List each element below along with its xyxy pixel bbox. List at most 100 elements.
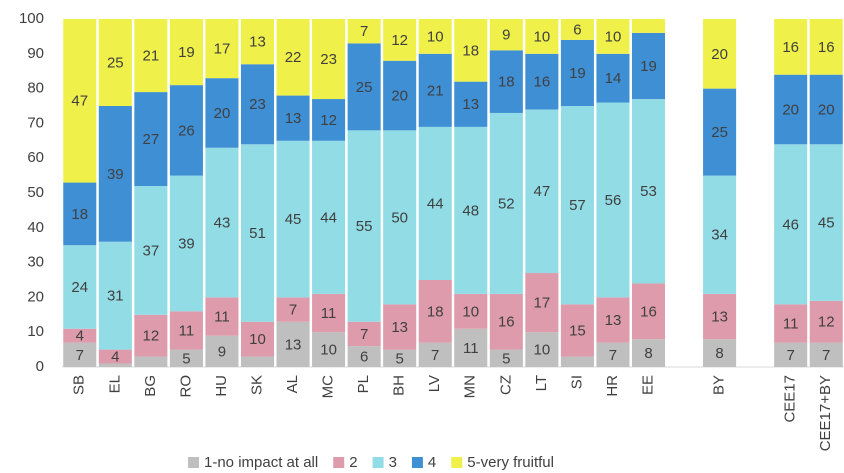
bar-segment bbox=[525, 53, 559, 110]
legend-label: 5-very fruitful bbox=[467, 454, 554, 471]
bar-segment bbox=[596, 102, 630, 298]
value-label: 19 bbox=[178, 44, 195, 61]
x-tick-label: SI bbox=[568, 375, 585, 389]
value-label: 18 bbox=[71, 206, 88, 223]
value-label: 11 bbox=[321, 305, 337, 322]
bar-segment bbox=[809, 74, 843, 145]
legend-label: 1-no impact at all bbox=[204, 454, 318, 471]
x-tick-label: SB bbox=[71, 375, 88, 395]
bar-segment bbox=[63, 245, 97, 329]
bar-segment bbox=[240, 64, 275, 145]
x-tick-label: LT bbox=[533, 375, 550, 391]
bar-segment bbox=[560, 19, 594, 40]
value-label: 21 bbox=[143, 48, 160, 65]
value-label: 53 bbox=[640, 183, 657, 200]
value-label: 17 bbox=[214, 41, 231, 58]
bar-segment bbox=[525, 19, 559, 54]
bar-segment bbox=[418, 126, 452, 280]
bar-segment bbox=[418, 53, 452, 127]
bar-segment bbox=[63, 182, 97, 246]
bar-segment bbox=[312, 19, 346, 100]
bar-segment bbox=[347, 346, 381, 367]
bar-segment bbox=[63, 19, 97, 183]
bar-segment bbox=[418, 342, 452, 367]
bar-segment bbox=[240, 19, 275, 65]
value-label: 7 bbox=[76, 347, 84, 364]
bar-segment bbox=[703, 19, 737, 89]
value-label: 19 bbox=[640, 58, 657, 75]
value-label: 7 bbox=[360, 23, 368, 40]
bar-segment bbox=[631, 19, 666, 33]
bar-segment bbox=[454, 328, 488, 367]
bar-segment bbox=[774, 74, 808, 145]
value-label: 22 bbox=[285, 49, 302, 66]
value-label: 7 bbox=[289, 302, 297, 319]
y-tick-label: 80 bbox=[27, 80, 44, 97]
bar-segment bbox=[169, 85, 203, 176]
value-label: 13 bbox=[462, 96, 479, 113]
bar-segment bbox=[489, 349, 523, 367]
bar-segment bbox=[560, 39, 594, 106]
value-label: 20 bbox=[818, 101, 835, 118]
value-label: 17 bbox=[534, 295, 551, 312]
bar-segment bbox=[809, 144, 843, 301]
bar-segment bbox=[383, 349, 417, 367]
bar-segment bbox=[205, 19, 239, 79]
value-label: 7 bbox=[787, 347, 795, 364]
value-label: 45 bbox=[818, 215, 835, 232]
bar-segment bbox=[596, 53, 630, 103]
bar-segment bbox=[809, 19, 843, 75]
value-label: 20 bbox=[214, 105, 231, 122]
bar-segment bbox=[774, 19, 808, 75]
legend-label: 4 bbox=[428, 454, 436, 471]
value-label: 23 bbox=[320, 51, 337, 68]
value-label: 47 bbox=[534, 183, 551, 200]
value-label: 9 bbox=[218, 343, 226, 360]
bar-segment bbox=[98, 106, 132, 242]
bar-segment bbox=[596, 297, 630, 343]
value-label: 8 bbox=[715, 345, 723, 362]
bar-segment bbox=[525, 332, 559, 367]
bar-segment bbox=[134, 92, 168, 187]
bar-segment bbox=[703, 88, 737, 176]
value-label: 18 bbox=[498, 74, 515, 91]
legend-swatch bbox=[411, 457, 423, 468]
bar-segment bbox=[312, 293, 346, 333]
value-label: 57 bbox=[569, 197, 586, 214]
y-tick-label: 100 bbox=[19, 10, 44, 27]
bar-segment bbox=[205, 335, 239, 367]
legend-swatch bbox=[372, 457, 384, 468]
bar-segment bbox=[418, 280, 452, 343]
x-tick-label: LV bbox=[426, 375, 443, 392]
bar-segment bbox=[169, 349, 203, 367]
x-tick-label: CZ bbox=[497, 375, 514, 395]
bar-segment bbox=[276, 297, 310, 322]
bar-segment bbox=[596, 342, 630, 367]
value-label: 39 bbox=[107, 166, 124, 183]
bar-segment bbox=[383, 130, 417, 305]
value-label: 51 bbox=[249, 225, 266, 242]
x-tick-label: BY bbox=[711, 375, 728, 395]
bar-segment bbox=[703, 175, 737, 294]
value-label: 47 bbox=[71, 93, 88, 110]
y-tick-label: 60 bbox=[27, 149, 44, 166]
value-label: 13 bbox=[285, 110, 302, 127]
x-tick-label: EL bbox=[106, 375, 123, 393]
bar-segment bbox=[774, 304, 808, 343]
value-label: 7 bbox=[431, 347, 439, 364]
bar-segment bbox=[383, 304, 417, 350]
bar-segment bbox=[276, 140, 310, 298]
value-label: 39 bbox=[178, 235, 195, 252]
value-label: 27 bbox=[143, 131, 160, 148]
value-label: 31 bbox=[107, 288, 124, 305]
bar-segment bbox=[454, 81, 488, 127]
y-tick-label: 70 bbox=[27, 114, 44, 131]
value-label: 7 bbox=[360, 326, 368, 343]
legend-swatch bbox=[188, 457, 199, 468]
value-label: 18 bbox=[462, 42, 479, 59]
bar-segment bbox=[63, 328, 97, 343]
bar-segment bbox=[240, 321, 275, 357]
bar-segment bbox=[631, 339, 666, 367]
y-tick-label: 10 bbox=[27, 323, 44, 340]
bar-segment bbox=[809, 342, 843, 367]
